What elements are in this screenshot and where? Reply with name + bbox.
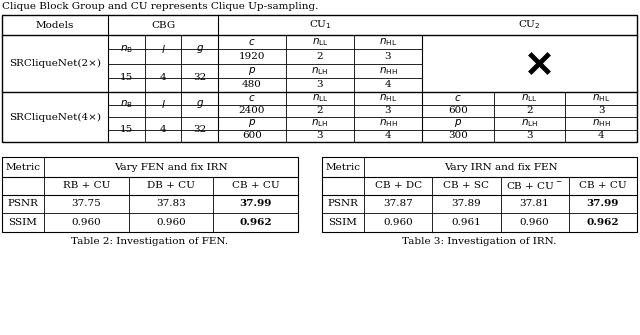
Text: CU$_2$: CU$_2$ (518, 19, 541, 31)
Text: Vary IRN and fix FEN: Vary IRN and fix FEN (444, 162, 557, 172)
Text: Metric: Metric (6, 162, 40, 172)
Text: $l$: $l$ (161, 43, 165, 55)
Text: $n_{\mathrm{HL}}$: $n_{\mathrm{HL}}$ (592, 92, 610, 104)
Text: 15: 15 (120, 125, 133, 134)
Text: $n_{\mathrm{LH}}$: $n_{\mathrm{LH}}$ (521, 117, 538, 129)
Text: Models: Models (36, 20, 74, 29)
Text: $n_{\mathrm{HL}}$: $n_{\mathrm{HL}}$ (379, 36, 397, 48)
Text: 3: 3 (317, 80, 323, 89)
Text: CBG: CBG (151, 20, 175, 29)
Text: 4: 4 (160, 73, 166, 82)
Text: 0.961: 0.961 (451, 218, 481, 227)
Text: 32: 32 (193, 73, 206, 82)
Text: 0.962: 0.962 (587, 218, 619, 227)
Text: 37.99: 37.99 (239, 199, 272, 208)
Text: 37.99: 37.99 (587, 199, 619, 208)
Text: Table 2: Investigation of FEN.: Table 2: Investigation of FEN. (72, 237, 228, 246)
Text: 3: 3 (317, 131, 323, 140)
Text: 37.89: 37.89 (451, 199, 481, 208)
Text: 4: 4 (385, 80, 391, 89)
Text: DB + CU: DB + CU (147, 181, 195, 190)
Text: $n_{\mathrm{LL}}$: $n_{\mathrm{LL}}$ (312, 36, 328, 48)
Text: 0.960: 0.960 (520, 218, 550, 227)
Text: $n_{\mathrm{LH}}$: $n_{\mathrm{LH}}$ (311, 117, 329, 129)
Text: Vary FEN and fix IRN: Vary FEN and fix IRN (114, 162, 228, 172)
Text: $p$: $p$ (454, 117, 462, 129)
Text: SSIM: SSIM (8, 218, 37, 227)
Text: CB + CU: CB + CU (232, 181, 280, 190)
Text: 600: 600 (242, 131, 262, 140)
Text: Clique Block Group and CU represents Clique Up-sampling.: Clique Block Group and CU represents Cli… (2, 2, 318, 11)
Text: CB + CU$^-$: CB + CU$^-$ (506, 180, 563, 191)
Text: PSNR: PSNR (8, 199, 38, 208)
Text: $c$: $c$ (248, 37, 256, 47)
Text: 2: 2 (317, 52, 323, 61)
Text: $c$: $c$ (454, 93, 461, 103)
Text: $c$: $c$ (248, 93, 256, 103)
Text: 2: 2 (317, 106, 323, 115)
Text: $p$: $p$ (248, 65, 256, 77)
Text: $p$: $p$ (248, 117, 256, 129)
Text: SSIM: SSIM (328, 218, 357, 227)
Text: CB + CU: CB + CU (579, 181, 627, 190)
Text: 0.960: 0.960 (383, 218, 413, 227)
Text: 0.960: 0.960 (72, 218, 101, 227)
Text: RB + CU: RB + CU (63, 181, 110, 190)
Text: 2400: 2400 (239, 106, 265, 115)
Text: 3: 3 (385, 106, 391, 115)
Text: 300: 300 (448, 131, 468, 140)
Text: $n_{\mathrm{B}}$: $n_{\mathrm{B}}$ (120, 98, 133, 111)
Text: 3: 3 (526, 131, 533, 140)
Text: $n_{\mathrm{HH}}$: $n_{\mathrm{HH}}$ (379, 65, 397, 76)
Text: 3: 3 (598, 106, 604, 115)
Text: 4: 4 (160, 125, 166, 134)
Text: Table 3: Investigation of IRN.: Table 3: Investigation of IRN. (403, 237, 557, 246)
Text: 4: 4 (598, 131, 604, 140)
Text: $n_{\mathrm{HH}}$: $n_{\mathrm{HH}}$ (592, 117, 611, 129)
Text: $n_{\mathrm{B}}$: $n_{\mathrm{B}}$ (120, 43, 133, 55)
Text: CB + SC: CB + SC (444, 181, 490, 190)
Text: 37.87: 37.87 (383, 199, 413, 208)
Text: 3: 3 (385, 52, 391, 61)
Text: $l$: $l$ (161, 98, 165, 111)
Text: $n_{\mathrm{LL}}$: $n_{\mathrm{LL}}$ (521, 92, 538, 104)
Text: $n_{\mathrm{LH}}$: $n_{\mathrm{LH}}$ (311, 65, 329, 76)
Bar (322, 157, 637, 232)
Text: 32: 32 (193, 125, 206, 134)
Text: 37.81: 37.81 (520, 199, 550, 208)
Text: 37.83: 37.83 (156, 199, 186, 208)
Text: 4: 4 (385, 131, 391, 140)
Text: $g$: $g$ (196, 98, 204, 111)
Text: 37.75: 37.75 (72, 199, 101, 208)
Text: CU$_1$: CU$_1$ (308, 19, 332, 31)
Text: CB + DC: CB + DC (374, 181, 422, 190)
Text: 600: 600 (448, 106, 468, 115)
Text: SRCliqueNet(4×): SRCliqueNet(4×) (9, 113, 101, 122)
Text: $n_{\mathrm{LL}}$: $n_{\mathrm{LL}}$ (312, 92, 328, 104)
Text: 1920: 1920 (239, 52, 265, 61)
Text: $n_{\mathrm{HL}}$: $n_{\mathrm{HL}}$ (379, 92, 397, 104)
Text: $g$: $g$ (196, 43, 204, 55)
Text: 480: 480 (242, 80, 262, 89)
Text: 0.960: 0.960 (156, 218, 186, 227)
Bar (2, 15, 637, 142)
Text: $n_{\mathrm{HH}}$: $n_{\mathrm{HH}}$ (379, 117, 397, 129)
Bar (2, 157, 298, 232)
Text: 15: 15 (120, 73, 133, 82)
Text: Metric: Metric (326, 162, 360, 172)
Text: 0.962: 0.962 (239, 218, 272, 227)
Text: 2: 2 (526, 106, 533, 115)
Text: PSNR: PSNR (328, 199, 358, 208)
Text: SRCliqueNet(2×): SRCliqueNet(2×) (9, 59, 101, 68)
